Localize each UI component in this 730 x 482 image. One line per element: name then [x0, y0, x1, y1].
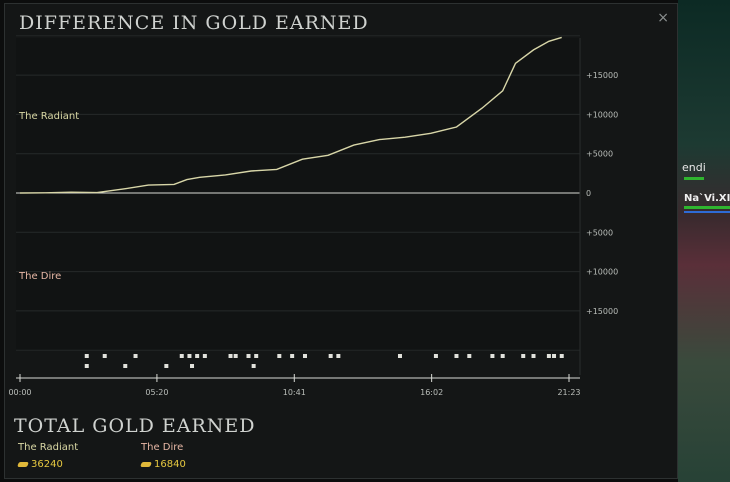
dire-total: The Dire 16840: [140, 442, 186, 470]
event-marker[interactable]: [490, 354, 495, 358]
event-marker[interactable]: [336, 354, 341, 358]
panel-title: DIFFERENCE IN GOLD EARNED: [19, 12, 369, 34]
event-marker[interactable]: [521, 354, 526, 358]
event-marker[interactable]: [328, 354, 333, 358]
unit-health-bar: [684, 206, 730, 209]
unit-mana-bar: [684, 211, 730, 213]
event-marker[interactable]: [531, 354, 536, 358]
event-marker[interactable]: [84, 354, 89, 358]
y-tick-label: +10000: [586, 110, 618, 119]
event-marker[interactable]: [202, 354, 207, 358]
gold-difference-line: [19, 36, 562, 194]
gold-icon: [17, 462, 29, 467]
dire-gold-value: 16840: [154, 459, 186, 470]
event-marker[interactable]: [190, 364, 195, 368]
event-marker[interactable]: [228, 354, 233, 358]
event-marker[interactable]: [277, 354, 282, 358]
event-marker[interactable]: [195, 354, 200, 358]
x-tick-label: 00:00: [8, 388, 31, 397]
event-marker[interactable]: [290, 354, 295, 358]
plot-area: [16, 38, 580, 350]
event-marker[interactable]: [500, 354, 505, 358]
event-marker[interactable]: [467, 354, 472, 358]
y-tick-label: +15000: [586, 71, 618, 80]
event-marker[interactable]: [102, 354, 107, 358]
y-tick-label: +5000: [586, 228, 613, 237]
event-marker[interactable]: [123, 364, 128, 368]
y-tick-label: +15000: [586, 307, 618, 316]
x-tick-label: 21:23: [557, 388, 580, 397]
event-marker[interactable]: [433, 354, 438, 358]
hero-health-bar: [684, 177, 704, 180]
dire-total-label: The Dire: [141, 442, 184, 453]
gold-icon: [140, 462, 152, 467]
y-tick-label: +5000: [586, 150, 613, 159]
game-background: [678, 0, 730, 482]
hero-name-fragment: endi: [682, 161, 706, 174]
event-marker[interactable]: [84, 364, 89, 368]
x-tick-label: 10:41: [283, 388, 306, 397]
x-tick-label: 16:02: [420, 388, 443, 397]
radiant-axis-label: The Radiant: [18, 111, 79, 122]
event-marker[interactable]: [559, 354, 564, 358]
total-gold-title: TOTAL GOLD EARNED: [14, 415, 256, 437]
radiant-total-value-row: 36240: [17, 459, 78, 470]
event-marker[interactable]: [546, 354, 551, 358]
event-marker[interactable]: [233, 354, 238, 358]
event-marker[interactable]: [254, 354, 259, 358]
y-tick-label: +10000: [586, 268, 618, 277]
event-marker[interactable]: [246, 354, 251, 358]
player-tag-fragment: Na`Vi.XI: [684, 193, 730, 204]
event-marker[interactable]: [179, 354, 184, 358]
radiant-total-label: The Radiant: [18, 442, 79, 453]
event-marker[interactable]: [133, 354, 138, 358]
radiant-gold-value: 36240: [31, 459, 63, 470]
x-tick-label: 05:20: [145, 388, 168, 397]
event-marker[interactable]: [302, 354, 307, 358]
event-marker[interactable]: [164, 364, 169, 368]
event-marker[interactable]: [251, 364, 256, 368]
event-marker[interactable]: [187, 354, 192, 358]
dire-total-value-row: 16840: [140, 459, 186, 470]
close-icon[interactable]: ×: [657, 10, 669, 26]
dire-axis-label: The Dire: [18, 271, 61, 282]
event-marker[interactable]: [397, 354, 402, 358]
y-tick-label: 0: [586, 189, 591, 198]
radiant-total: The Radiant 36240: [17, 442, 79, 470]
event-marker[interactable]: [552, 354, 557, 358]
event-marker[interactable]: [454, 354, 459, 358]
